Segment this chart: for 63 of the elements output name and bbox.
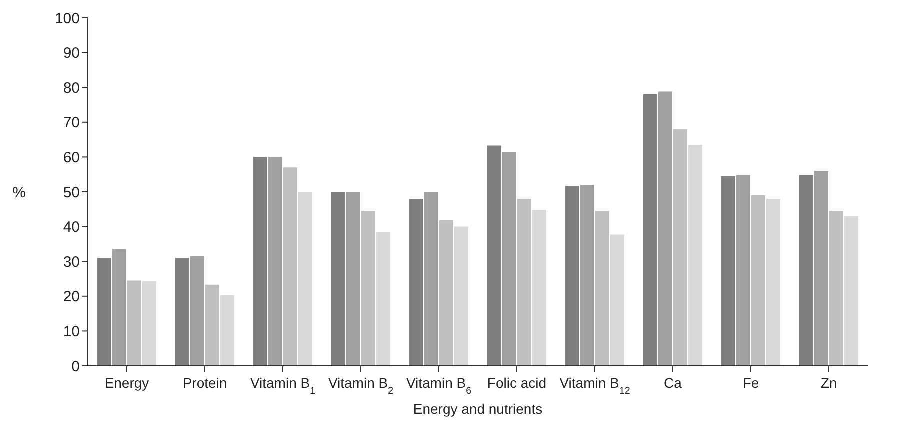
- bar: [127, 280, 142, 366]
- bar: [565, 186, 580, 366]
- bar: [346, 192, 360, 366]
- y-tick-label: 10: [63, 324, 80, 341]
- bar: [361, 211, 376, 366]
- bar: [376, 232, 390, 366]
- y-tick-label: 60: [63, 150, 80, 167]
- y-tick-label: 0: [72, 358, 80, 376]
- bar: [205, 284, 220, 366]
- bar: [751, 195, 766, 366]
- bar: [799, 175, 814, 366]
- bar: [454, 226, 468, 366]
- bar: [175, 258, 190, 366]
- y-tick-label: 30: [63, 254, 80, 271]
- bar: [409, 198, 424, 366]
- bar: [721, 176, 736, 366]
- bar: [502, 152, 516, 366]
- x-tick-label: Zn: [820, 375, 838, 391]
- bar: [487, 146, 502, 366]
- bar: [814, 171, 828, 366]
- bar: [142, 281, 156, 366]
- bar: [595, 211, 610, 366]
- y-tick-label: 90: [63, 45, 80, 62]
- bar: [253, 157, 268, 366]
- x-tick-label: Protein: [182, 375, 228, 391]
- x-axis-title: Energy and nutrients: [413, 401, 543, 417]
- bar: [424, 192, 438, 366]
- x-tick-label: Vitamin B$_{12}$: [560, 375, 630, 396]
- bar: [97, 258, 112, 366]
- y-tick-label: 70: [63, 114, 80, 132]
- bar: [298, 192, 312, 366]
- bar: [580, 185, 594, 366]
- x-tick-label: Vitamin B$_{6}$: [406, 375, 472, 396]
- x-tick-label: Fe: [742, 375, 760, 391]
- y-tick-label: 80: [63, 80, 80, 97]
- bar: [190, 256, 204, 366]
- bar: [283, 168, 298, 366]
- y-tick-label: 20: [63, 288, 80, 306]
- y-tick-label: 100: [54, 10, 80, 28]
- x-tick-label: Ca: [664, 375, 682, 391]
- bar: [844, 216, 858, 366]
- y-tick-label: 50: [63, 184, 80, 202]
- bar: [658, 92, 672, 366]
- bar: [643, 94, 658, 366]
- bar: [736, 175, 750, 366]
- bar: [112, 249, 126, 366]
- x-tick-label: Folic acid: [487, 375, 547, 391]
- bar: [610, 234, 624, 366]
- bar: [439, 220, 454, 366]
- bar: [532, 210, 546, 366]
- bar: [220, 295, 234, 366]
- bar: [766, 198, 780, 366]
- bar: [688, 145, 702, 366]
- x-tick-label: Vitamin B$_{2}$: [328, 375, 394, 396]
- bar: [331, 192, 346, 366]
- x-tick-label: Vitamin B$_{1}$: [250, 375, 316, 396]
- bar: [829, 211, 844, 366]
- x-tick-label: Energy: [104, 375, 150, 391]
- bar: [517, 198, 532, 366]
- bar: [673, 129, 688, 366]
- y-tick-label: 40: [63, 219, 80, 236]
- y-axis-title: %: [12, 184, 26, 202]
- bar: [268, 157, 282, 366]
